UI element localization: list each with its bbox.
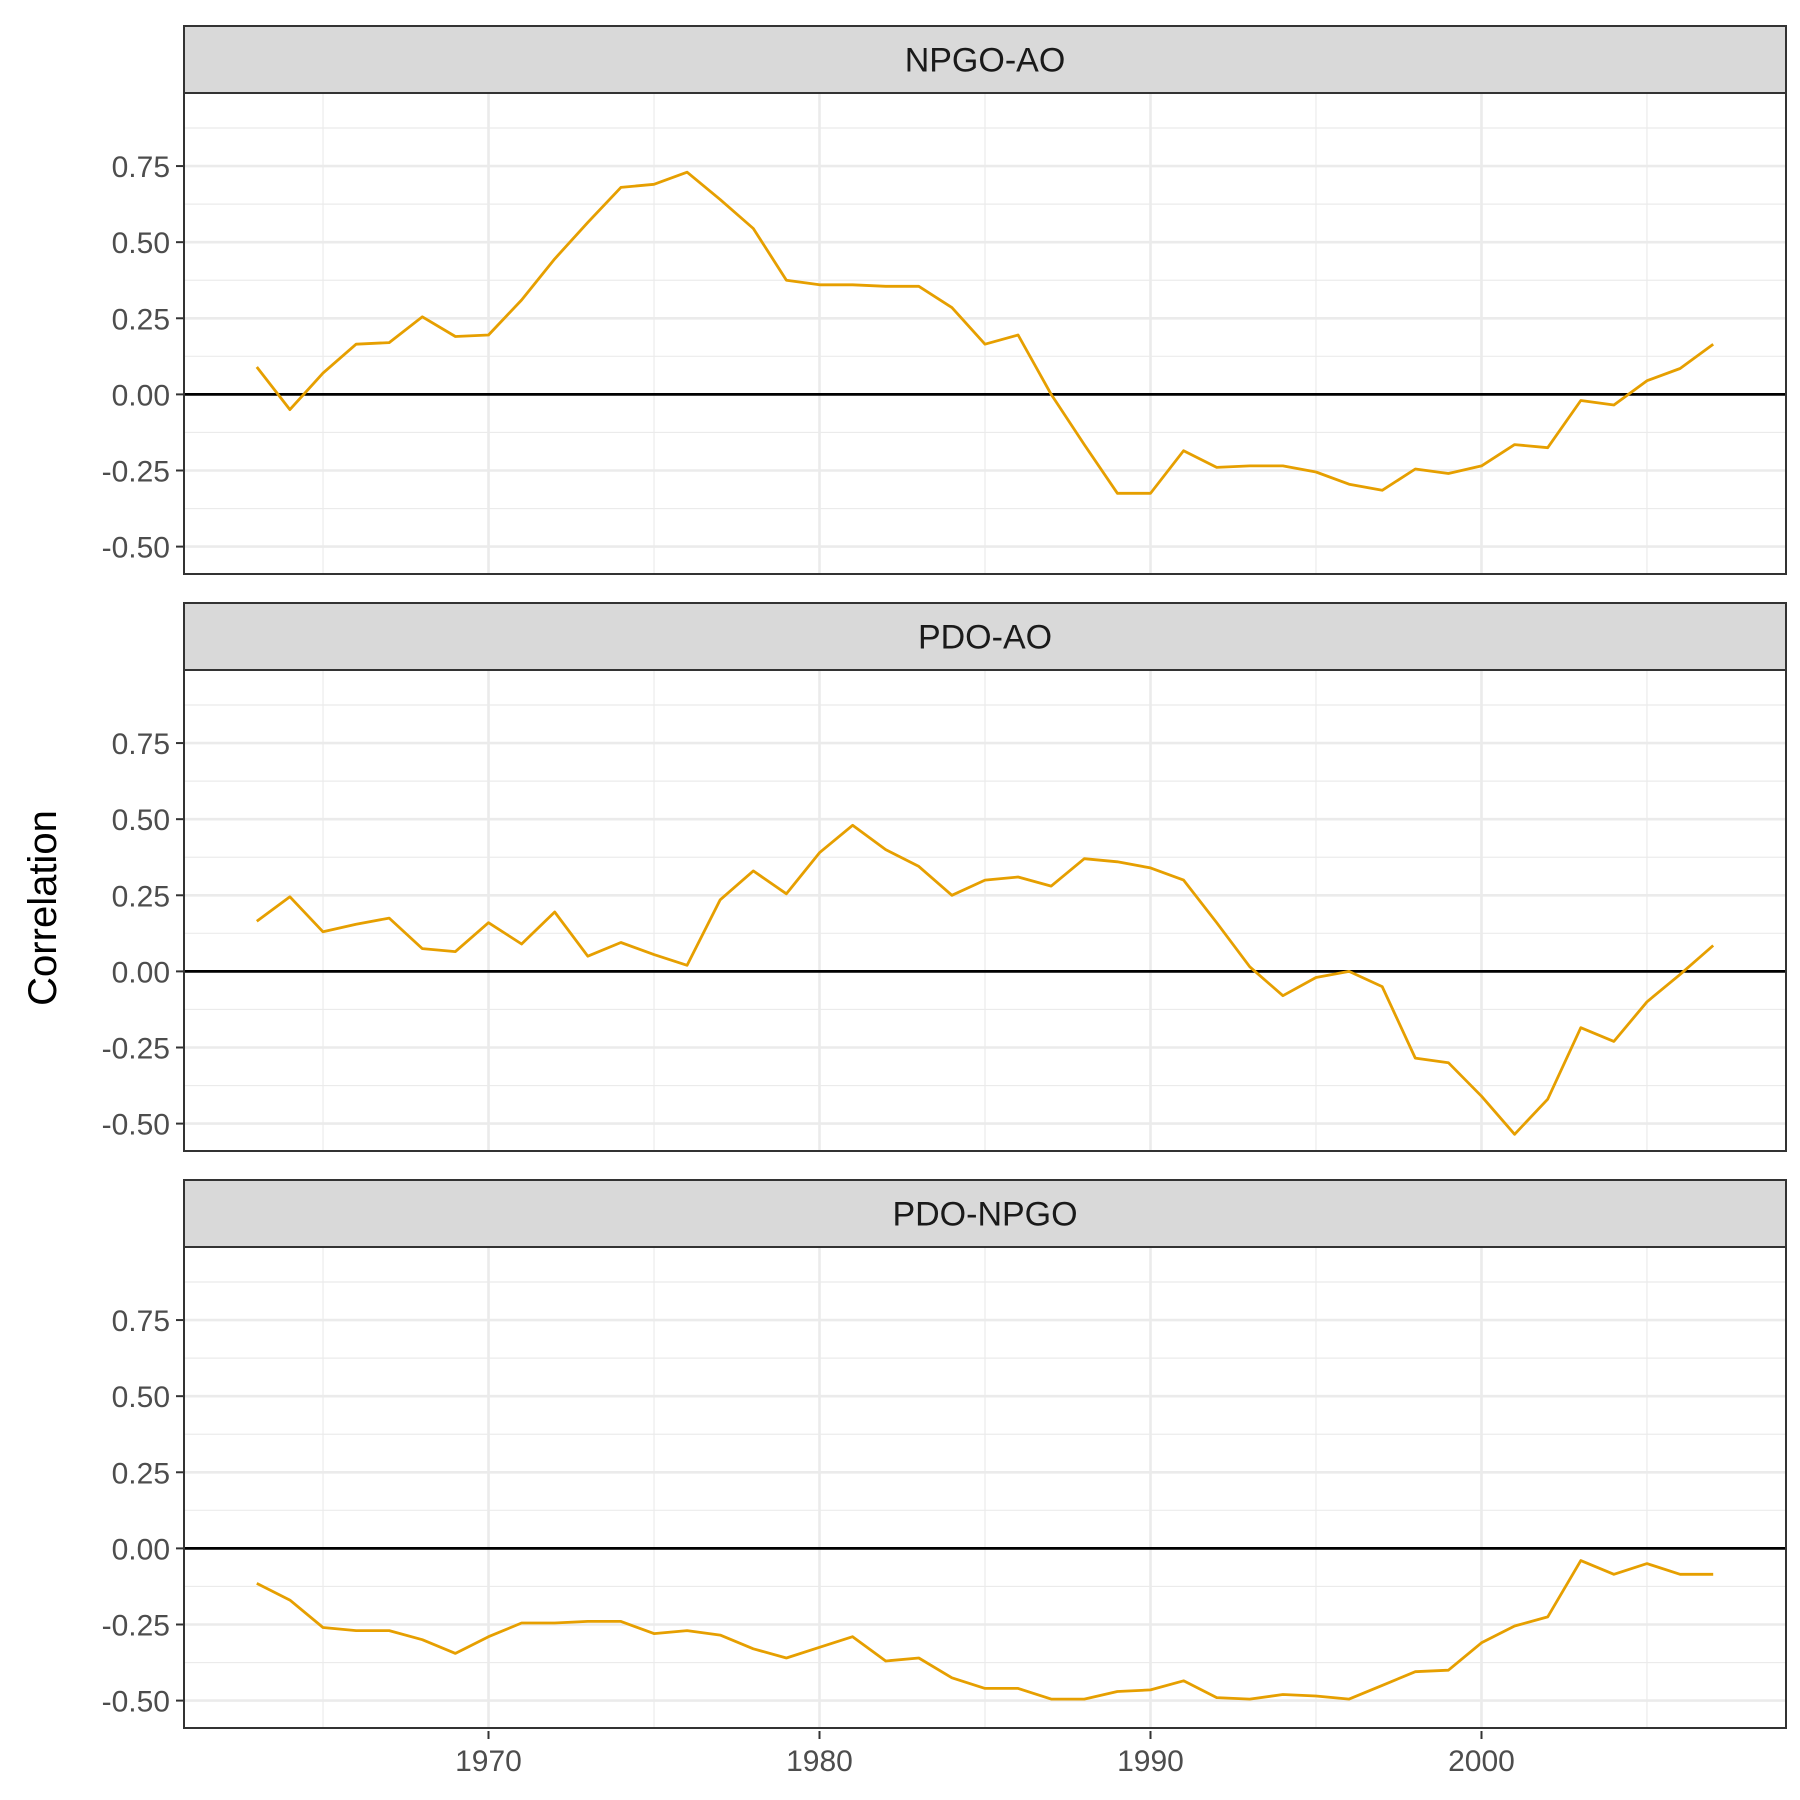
panel-pdo-npgo: PDO-NPGO -0.50 -0.25 0.00 0.25 0.50 0.75	[102, 1179, 1787, 1729]
facet-strip	[183, 602, 1787, 671]
series-line-pdo-ao	[255, 823, 1715, 1136]
y-tick-label: -0.50	[102, 1109, 170, 1142]
panels-container: NPGO-AO -0.50 -0.25 0.00 0.25 0.50 0.75 PDO-AO -…	[102, 25, 1787, 1778]
y-tick-label: 0.25	[112, 1457, 170, 1490]
series-line-pdo-npgo	[256, 1559, 1714, 1701]
y-tick-label: 0.00	[112, 379, 170, 412]
y-tick-label: 0.75	[112, 1305, 170, 1338]
x-tick-label: 2000	[1448, 1745, 1515, 1778]
y-tick-label: 0.00	[112, 956, 170, 989]
panel-border	[183, 669, 1787, 1152]
panel-pdo-ao: PDO-AO -0.50 -0.25 0.00 0.25 0.50 0.75	[102, 602, 1787, 1152]
facet-strip-label: PDO-AO	[918, 619, 1052, 657]
y-tick-label: 0.75	[112, 728, 170, 761]
y-tick-label: 0.50	[112, 804, 170, 837]
panel-border	[183, 1246, 1787, 1729]
y-tick-label: -0.50	[102, 1686, 170, 1719]
series-line-npgo-ao	[255, 170, 1715, 495]
y-tick-label: -0.50	[102, 532, 170, 565]
y-axis-title: Correlation	[21, 810, 65, 1006]
y-tick-label: -0.25	[102, 1609, 170, 1642]
x-axis: 1970 1980 1990 2000	[455, 1731, 1515, 1778]
y-tick-label: -0.25	[102, 1032, 170, 1065]
facet-strip-label: NPGO-AO	[905, 42, 1066, 80]
panel-npgo-ao: NPGO-AO -0.50 -0.25 0.00 0.25 0.50 0.75	[102, 25, 1787, 575]
facet-strip-label: PDO-NPGO	[892, 1196, 1077, 1234]
facet-strip	[183, 25, 1787, 94]
y-tick-label: -0.25	[102, 455, 170, 488]
x-tick-label: 1970	[455, 1745, 522, 1778]
y-tick-label: 0.50	[112, 227, 170, 260]
facet-strip	[183, 1179, 1787, 1248]
x-tick-label: 1990	[1117, 1745, 1184, 1778]
y-tick-label: 0.25	[112, 880, 170, 913]
panel-border	[183, 92, 1787, 575]
y-tick-label: 0.25	[112, 303, 170, 336]
y-tick-label: 0.75	[112, 151, 170, 184]
y-tick-label: 0.00	[112, 1533, 170, 1566]
x-tick-label: 1980	[786, 1745, 853, 1778]
y-tick-label: 0.50	[112, 1381, 170, 1414]
